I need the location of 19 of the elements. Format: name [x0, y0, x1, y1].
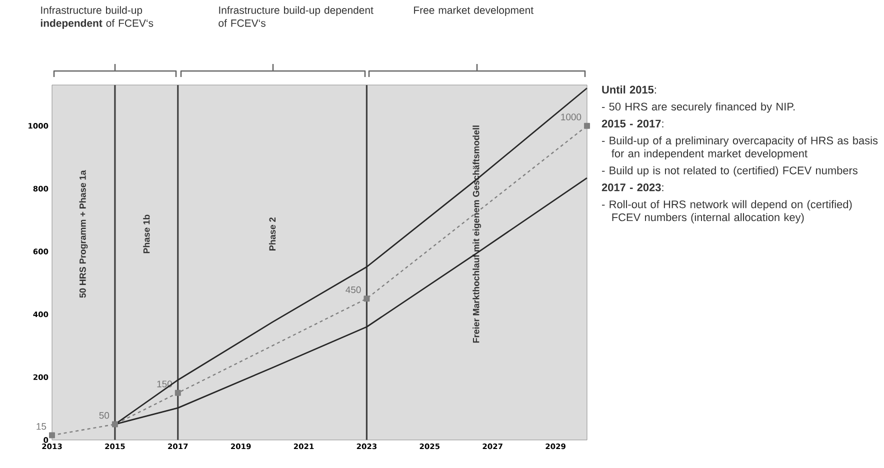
text: - Roll-out of HRS network will depend on (certified) FCEV numbers (internal allocation key) — [602, 200, 852, 224]
data-label: 50 — [99, 412, 110, 419]
data-label: 150 — [157, 380, 172, 388]
text: 2017 - 2023: — [602, 184, 664, 192]
text: - Build up is not related to (certified) FCEV numbers — [602, 166, 858, 176]
text: Until 2015: — [602, 86, 656, 94]
text: Infrastructure build-up independent of FCEV‘s — [40, 6, 154, 29]
band-label: Phase 2 — [269, 218, 276, 250]
text: Infrastructure build-up dependent of FCEV‘s — [218, 6, 374, 27]
text: 2015 - 2017: — [602, 120, 664, 128]
text: Free market development — [414, 6, 534, 16]
band-label: Freier Markthochlauf mit eigenem Geschäftsmodell — [472, 126, 482, 343]
data-label: 15 — [36, 423, 46, 430]
text: - 50 HRS are securely financed by NIP. — [602, 102, 795, 113]
band-label: Phase 1b — [143, 214, 150, 254]
data-label: 450 — [346, 286, 361, 294]
text: - Build-up of a preliminary overcapacity of HRS as basis for an independent market development — [602, 136, 878, 160]
data-label: 1000 — [561, 114, 582, 120]
band-label: 50 HRS Programm + Phase 1a — [79, 170, 88, 298]
